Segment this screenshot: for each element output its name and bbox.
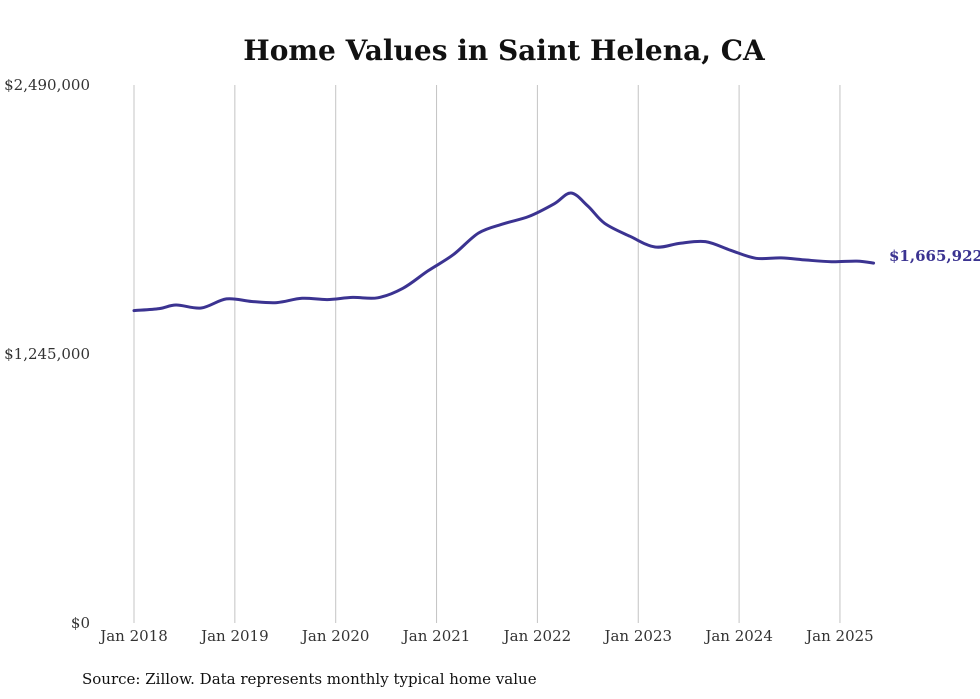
y-tick-label: $0 xyxy=(71,614,90,632)
series-layer xyxy=(132,191,876,313)
y-tick-label: $1,245,000 xyxy=(4,345,90,363)
x-tick-label: Jan 2024 xyxy=(703,627,773,645)
x-tick-label: Jan 2025 xyxy=(804,627,874,645)
chart-title: Home Values in Saint Helena, CA xyxy=(243,34,766,67)
x-tick-label: Jan 2019 xyxy=(199,627,269,645)
end-value-label: $1,665,922 xyxy=(889,247,980,265)
x-tick-label: Jan 2018 xyxy=(98,627,168,645)
source-note: Source: Zillow. Data represents monthly … xyxy=(82,670,537,688)
x-tick-label: Jan 2023 xyxy=(602,627,672,645)
y-tick-label: $2,490,000 xyxy=(4,76,90,94)
x-axis: Jan 2018 Jan 2019 Jan 2020 Jan 2021 Jan 2022… xyxy=(98,627,874,645)
y-axis: $0 $1,245,000 $2,490,000 xyxy=(4,76,90,632)
x-tick-label: Jan 2020 xyxy=(300,627,370,645)
grid xyxy=(133,85,841,623)
x-tick-label: Jan 2022 xyxy=(502,627,572,645)
series-line xyxy=(132,191,876,313)
x-tick-label: Jan 2021 xyxy=(401,627,471,645)
